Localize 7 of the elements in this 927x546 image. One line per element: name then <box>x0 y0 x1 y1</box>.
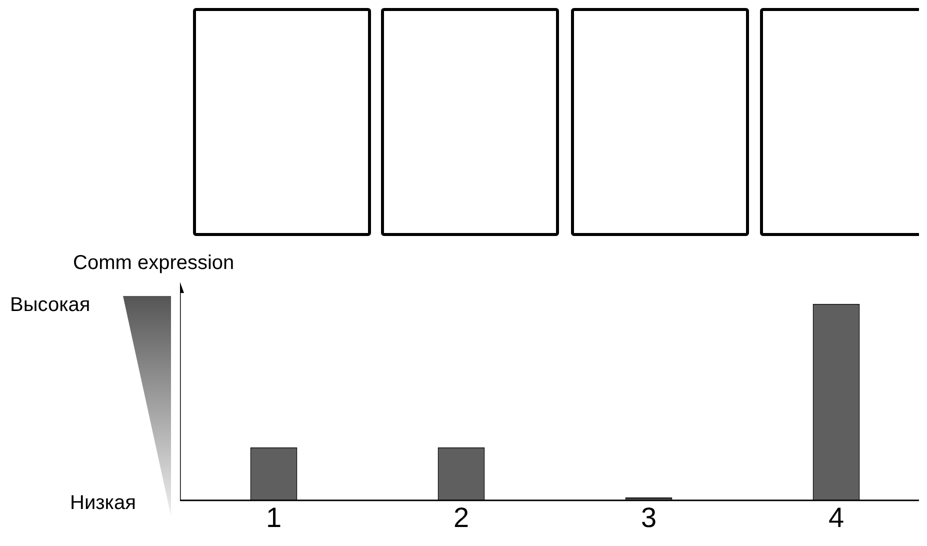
y-axis-title: Comm expression <box>73 252 234 275</box>
x-tick-label: 1 <box>266 502 282 533</box>
x-tick-label: 4 <box>828 502 844 533</box>
x-tick-label: 2 <box>453 502 470 533</box>
text: Низкая <box>70 492 136 515</box>
x-tick-label: 3 <box>640 502 657 533</box>
text: Высокая <box>10 294 90 317</box>
